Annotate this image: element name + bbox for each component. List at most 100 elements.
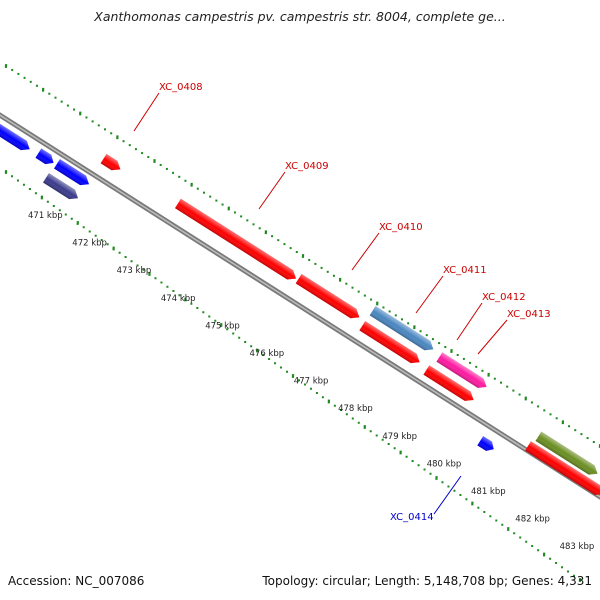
dot [459, 494, 462, 496]
dot [106, 243, 109, 246]
label-xc0414[interactable]: XC_0414 [390, 512, 434, 523]
dot [543, 409, 546, 412]
kbp-tick-label: 475 kbp [205, 321, 240, 331]
coordinate-dot-tracks [4, 64, 600, 582]
dot [370, 298, 373, 301]
dot [555, 417, 558, 420]
label-xc0413[interactable]: XC_0413 [507, 309, 551, 320]
dot [142, 268, 145, 271]
dot [405, 455, 408, 458]
dot [580, 433, 583, 436]
dot [88, 230, 91, 233]
genome-summary-text: Topology: circular; Length: 5,148,708 bp… [262, 574, 592, 588]
dot [209, 195, 212, 198]
dot [159, 163, 162, 166]
dot [274, 362, 277, 365]
dot-tick [578, 578, 582, 582]
dot [567, 570, 570, 573]
label-xc0411[interactable]: XC_0411 [443, 265, 487, 276]
dot [215, 199, 218, 202]
accession-text: Accession: NC_007086 [8, 574, 145, 588]
dot [190, 302, 193, 305]
dot [110, 132, 113, 135]
dot-tick [376, 301, 379, 306]
dot-tick [413, 325, 416, 330]
dot [172, 290, 175, 292]
dot [147, 156, 150, 159]
dot [250, 345, 253, 348]
dot [314, 262, 317, 265]
dot [124, 256, 127, 258]
gene-xc0410-a [295, 274, 360, 319]
label-xc0412[interactable]: XC_0412 [482, 292, 526, 303]
dot [85, 116, 88, 119]
genome-backbone [0, 112, 600, 500]
label-xc0410[interactable]: XC_0410 [379, 222, 423, 233]
kbp-tick-label: 473 kbp [117, 266, 152, 276]
dot [387, 443, 390, 445]
gene-blue-left-1 [0, 122, 30, 151]
label-xc0413-leader [477, 319, 508, 355]
dot [506, 385, 509, 388]
dot [46, 200, 49, 203]
dot [202, 311, 205, 314]
dot [297, 379, 300, 382]
dot [128, 144, 131, 147]
dot [375, 434, 378, 437]
kbp-tick-label: 472 kbp [72, 239, 107, 249]
dot [258, 227, 261, 230]
dot [513, 532, 516, 535]
dot [351, 286, 354, 289]
dot [425, 334, 428, 337]
dot [240, 215, 243, 218]
dot [519, 536, 522, 539]
dot-tick [542, 552, 546, 557]
dot [419, 330, 422, 333]
dot [518, 393, 521, 396]
dot [262, 353, 265, 356]
dot [238, 336, 241, 339]
dot-tick [561, 420, 565, 425]
dot [407, 322, 410, 325]
dot [134, 148, 137, 151]
gene-xc0410-a-shade [295, 274, 360, 319]
dot [29, 80, 32, 83]
gene-xc0414 [477, 436, 494, 451]
dot [320, 266, 323, 269]
label-xc0412-leader [456, 302, 483, 341]
gene-xc0414-shade [477, 436, 494, 451]
dot [483, 511, 486, 513]
dot-tick [471, 501, 474, 506]
dot [481, 369, 484, 372]
dot [277, 239, 280, 242]
dot [351, 417, 354, 420]
dot [500, 381, 502, 384]
map-title: Xanthomonas campestris pv. campestris st… [94, 9, 506, 24]
gene-xc0412 [436, 352, 487, 388]
gene-features [0, 122, 600, 496]
dot [394, 314, 397, 317]
gene-blue-left-3-shade [54, 159, 90, 186]
label-xc0408[interactable]: XC_0408 [159, 82, 203, 93]
dot-tick [220, 323, 223, 327]
kbp-tick-label: 479 kbp [382, 432, 417, 442]
label-xc0409[interactable]: XC_0409 [285, 161, 329, 172]
dot [22, 183, 25, 186]
dot [568, 425, 571, 428]
dot-tick [79, 111, 82, 116]
gene-xc0411-shade [369, 306, 434, 351]
gene-xc0410-b [359, 321, 420, 364]
dot [244, 341, 247, 343]
dot-tick [148, 272, 151, 276]
dot [561, 566, 564, 569]
dot [136, 264, 139, 267]
dot-tick [291, 374, 295, 378]
dot [221, 203, 224, 206]
dot [184, 179, 187, 182]
dot [252, 223, 255, 226]
dot [592, 441, 595, 444]
dot-tick [338, 277, 342, 282]
dot [441, 481, 444, 484]
gene-xc0411 [369, 306, 434, 351]
